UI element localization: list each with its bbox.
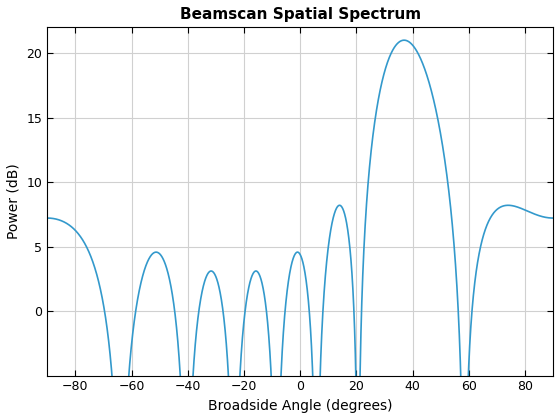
1 GHz — [502, 203, 508, 208]
1 GHz — [44, 215, 50, 220]
Line: 1 GHz: 1 GHz — [47, 40, 553, 420]
X-axis label: Broadside Angle (degrees): Broadside Angle (degrees) — [208, 399, 393, 413]
Title: Beamscan Spatial Spectrum: Beamscan Spatial Spectrum — [180, 7, 421, 22]
1 GHz — [152, 249, 159, 255]
1 GHz — [359, 292, 366, 297]
1 GHz — [549, 215, 556, 220]
1 GHz — [401, 38, 408, 43]
1 GHz — [550, 215, 557, 220]
1 GHz — [350, 293, 357, 298]
Y-axis label: Power (dB): Power (dB) — [7, 163, 21, 239]
